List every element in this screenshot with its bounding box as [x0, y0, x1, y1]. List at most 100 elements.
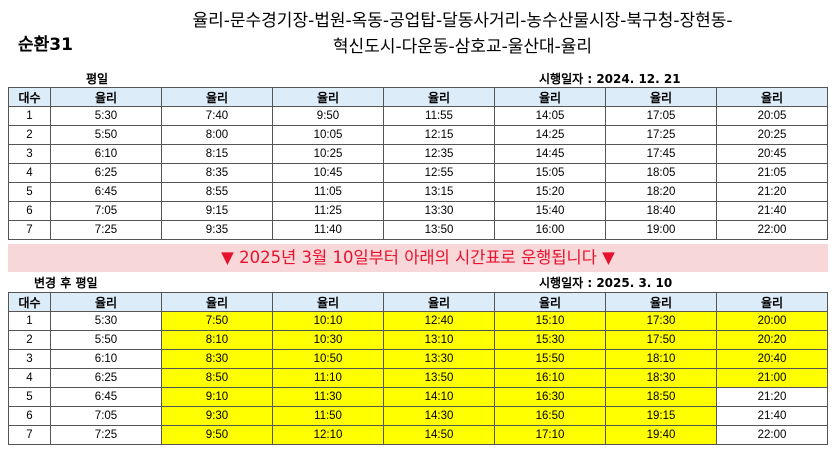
change-notice: ▼ 2025년 3월 10일부터 아래의 시간표로 운행됩니다 ▼ — [8, 244, 828, 272]
column-header-stop: 율리 — [605, 292, 717, 312]
departure-time-cell: 8:30 — [161, 349, 273, 369]
departure-time-cell: 14:05 — [494, 106, 606, 126]
departure-time-cell: 9:15 — [161, 201, 273, 221]
column-header-stop: 율리 — [494, 292, 606, 312]
departure-time-cell: 18:20 — [605, 182, 717, 202]
departure-time-cell: 10:45 — [272, 163, 384, 183]
down-triangle-icon: ▼ — [221, 248, 234, 267]
table-row: 6 7:05 9:30 11:50 14:30 16:50 19:15 21:40 — [8, 406, 828, 426]
departure-time-cell: 9:30 — [161, 406, 273, 426]
departure-time-cell: 9:35 — [161, 220, 273, 240]
table-row: 6 7:05 9:15 11:25 13:30 15:40 18:40 21:40 — [8, 201, 828, 221]
departure-time-cell: 8:10 — [161, 330, 273, 350]
departure-time-cell: 6:25 — [50, 368, 162, 388]
departure-time-cell: 19:15 — [605, 406, 717, 426]
departure-time-cell: 11:55 — [383, 106, 495, 126]
departure-time-cell: 20:25 — [716, 125, 828, 145]
bus-number-cell: 7 — [8, 425, 51, 445]
departure-time-cell: 13:10 — [383, 330, 495, 350]
table-header-row: 대수 율리 율리 율리 율리 율리 율리 율리 — [8, 292, 828, 312]
departure-time-cell: 22:00 — [716, 425, 828, 445]
departure-time-cell: 6:25 — [50, 163, 162, 183]
departure-time-cell: 8:50 — [161, 368, 273, 388]
departure-time-cell: 17:05 — [605, 106, 717, 126]
column-header-stop: 율리 — [50, 87, 162, 107]
departure-time-cell: 8:15 — [161, 144, 273, 164]
column-header-stop: 율리 — [494, 87, 606, 107]
departure-time-cell: 14:50 — [383, 425, 495, 445]
departure-time-cell: 21:20 — [716, 182, 828, 202]
route-id: 순환31 — [18, 35, 73, 55]
departure-time-cell: 15:40 — [494, 201, 606, 221]
table-row: 2 5:50 8:10 10:30 13:10 15:30 17:50 20:20 — [8, 330, 828, 350]
departure-time-cell: 21:00 — [716, 368, 828, 388]
departure-time-cell: 12:15 — [383, 125, 495, 145]
column-header-stop: 율리 — [716, 87, 828, 107]
departure-time-cell: 8:55 — [161, 182, 273, 202]
column-header-unit: 대수 — [8, 292, 51, 312]
departure-time-cell: 17:25 — [605, 125, 717, 145]
table1-label: 평일 — [86, 72, 109, 86]
departure-time-cell: 21:05 — [716, 163, 828, 183]
departure-time-cell: 14:30 — [383, 406, 495, 426]
table-row: 2 5:50 8:00 10:05 12:15 14:25 17:25 20:25 — [8, 125, 828, 145]
table-row: 4 6:25 8:35 10:45 12:55 15:05 18:05 21:05 — [8, 163, 828, 183]
table-row: 5 6:45 9:10 11:30 14:10 16:30 18:50 21:20 — [8, 387, 828, 407]
departure-time-cell: 5:30 — [50, 106, 162, 126]
departure-time-cell: 13:30 — [383, 349, 495, 369]
departure-time-cell: 16:10 — [494, 368, 606, 388]
departure-time-cell: 10:05 — [272, 125, 384, 145]
bus-number-cell: 7 — [8, 220, 51, 240]
table-row: 1 5:30 7:50 10:10 12:40 15:10 17:30 20:00 — [8, 311, 828, 331]
departure-time-cell: 20:20 — [716, 330, 828, 350]
departure-time-cell: 17:50 — [605, 330, 717, 350]
departure-time-cell: 6:45 — [50, 387, 162, 407]
departure-time-cell: 14:10 — [383, 387, 495, 407]
route-line-2: 혁신도시-다운동-삼호교-울산대-율리 — [332, 37, 593, 57]
table-row: 3 6:10 8:30 10:50 13:30 15:50 18:10 20:40 — [8, 349, 828, 369]
departure-time-cell: 11:10 — [272, 368, 384, 388]
bus-number-cell: 5 — [8, 182, 51, 202]
departure-time-cell: 13:50 — [383, 220, 495, 240]
departure-time-cell: 15:10 — [494, 311, 606, 331]
departure-time-cell: 18:05 — [605, 163, 717, 183]
departure-time-cell: 8:00 — [161, 125, 273, 145]
departure-time-cell: 7:25 — [50, 220, 162, 240]
bus-number-cell: 2 — [8, 330, 51, 350]
table2-label: 변경 후 평일 — [34, 276, 98, 290]
departure-time-cell: 5:50 — [50, 330, 162, 350]
departure-time-cell: 16:50 — [494, 406, 606, 426]
bus-number-cell: 4 — [8, 163, 51, 183]
notice-text: 2025년 3월 10일부터 아래의 시간표로 운행됩니다 — [239, 248, 597, 267]
down-triangle-icon: ▼ — [602, 248, 615, 267]
departure-time-cell: 17:30 — [605, 311, 717, 331]
timetable-changed: 대수 율리 율리 율리 율리 율리 율리 율리 1 5:30 7:50 10:10 12:40 15:1… — [8, 292, 828, 445]
column-header-stop: 율리 — [605, 87, 717, 107]
departure-time-cell: 20:05 — [716, 106, 828, 126]
departure-time-cell: 11:05 — [272, 182, 384, 202]
departure-time-cell: 6:10 — [50, 349, 162, 369]
departure-time-cell: 9:10 — [161, 387, 273, 407]
departure-time-cell: 13:50 — [383, 368, 495, 388]
departure-time-cell: 18:30 — [605, 368, 717, 388]
departure-time-cell: 12:40 — [383, 311, 495, 331]
departure-time-cell: 7:05 — [50, 201, 162, 221]
bus-number-cell: 1 — [8, 106, 51, 126]
departure-time-cell: 7:40 — [161, 106, 273, 126]
departure-time-cell: 21:40 — [716, 201, 828, 221]
bus-number-cell: 5 — [8, 387, 51, 407]
bus-number-cell: 1 — [8, 311, 51, 331]
departure-time-cell: 19:00 — [605, 220, 717, 240]
table-row: 7 7:25 9:50 12:10 14:50 17:10 19:40 22:00 — [8, 425, 828, 445]
bus-number-cell: 6 — [8, 406, 51, 426]
table2-effective-date: 시행일자 : 2025. 3. 10 — [539, 276, 673, 290]
bus-number-cell: 4 — [8, 368, 51, 388]
departure-time-cell: 8:35 — [161, 163, 273, 183]
departure-time-cell: 14:45 — [494, 144, 606, 164]
column-header-stop: 율리 — [383, 292, 495, 312]
column-header-unit: 대수 — [8, 87, 51, 107]
table1-effective-date: 시행일자 : 2024. 12. 21 — [539, 72, 681, 86]
table-row: 3 6:10 8:15 10:25 12:35 14:45 17:45 20:45 — [8, 144, 828, 164]
bus-number-cell: 2 — [8, 125, 51, 145]
table-header-row: 대수 율리 율리 율리 율리 율리 율리 율리 — [8, 87, 828, 107]
